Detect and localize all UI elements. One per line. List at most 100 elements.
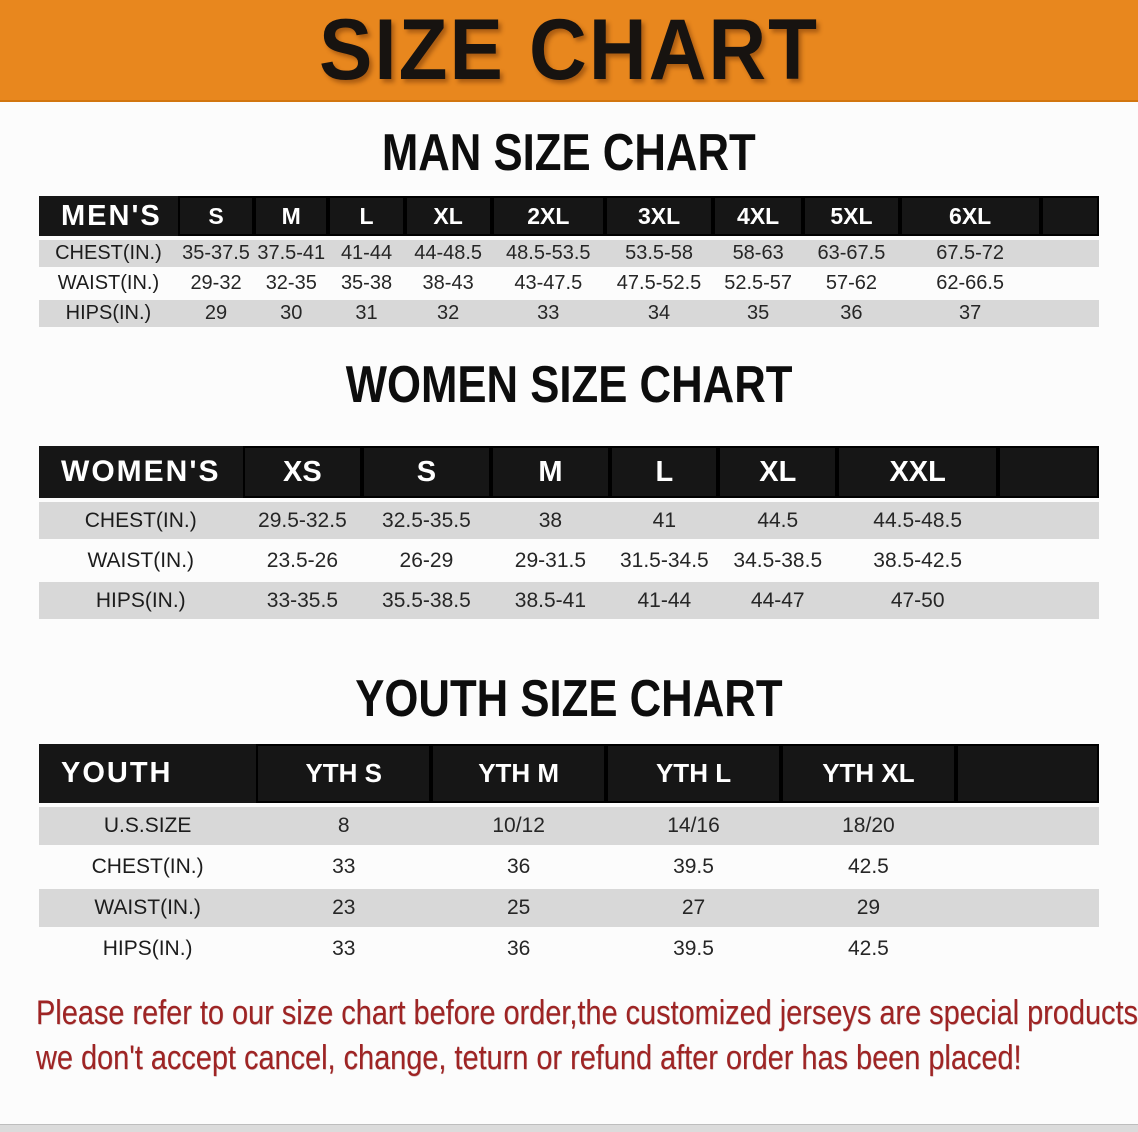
disclaimer-line-2: we don't accept cancel, change, teturn o… bbox=[36, 1039, 1022, 1077]
men-row-label-chest-in: CHEST(IN.) bbox=[39, 240, 178, 270]
men-row-filler bbox=[1040, 300, 1099, 330]
women-cell-hips-in-xs: 33-35.5 bbox=[242, 582, 363, 622]
youth-size-table-container: YOUTH YTH S YTH M YTH L YTH XL U.S.SIZE 8 10/12… bbox=[39, 744, 1099, 971]
men-column-header-2xl: 2XL bbox=[491, 196, 605, 240]
men-size-table: MEN'S S M L XL 2XL 3XL 4XL 5XL 6XL CHEST(IN.) 35-37… bbox=[39, 196, 1099, 330]
women-cell-waist-in-xl: 34.5-38.5 bbox=[718, 542, 838, 582]
men-table-header-row: MEN'S S M L XL 2XL 3XL 4XL 5XL 6XL bbox=[39, 196, 1099, 240]
men-cell-waist-in-3xl: 47.5-52.5 bbox=[604, 270, 714, 300]
women-row-filler bbox=[998, 582, 1099, 622]
men-column-header-xl: XL bbox=[404, 196, 492, 240]
women-table-row-waist-in: WAIST(IN.) 23.5-26 26-29 29-31.5 31.5-34.5 34… bbox=[39, 542, 1099, 582]
men-row-filler bbox=[1040, 240, 1099, 270]
men-cell-hips-in-6xl: 37 bbox=[899, 300, 1041, 330]
women-size-table: WOMEN'S XS S M L XL XXL CHEST(IN.) 29.5-32.5 32.5… bbox=[39, 446, 1099, 622]
disclaimer-line-1: Please refer to our size chart before or… bbox=[36, 994, 1138, 1032]
women-cell-hips-in-s: 35.5-38.5 bbox=[362, 582, 491, 622]
youth-row-filler bbox=[955, 807, 1099, 848]
youth-column-header-yth-l: YTH L bbox=[606, 744, 781, 807]
women-cell-waist-in-xs: 23.5-26 bbox=[242, 542, 363, 582]
women-section-title-text: WOMEN SIZE CHART bbox=[345, 354, 793, 414]
men-column-header-4xl: 4XL bbox=[713, 196, 804, 240]
women-row-filler bbox=[998, 502, 1099, 542]
men-size-table-container: MEN'S S M L XL 2XL 3XL 4XL 5XL 6XL CHEST(IN.) 35-37… bbox=[39, 196, 1099, 330]
youth-column-header-yth-m: YTH M bbox=[431, 744, 607, 807]
women-cell-hips-in-l: 41-44 bbox=[610, 582, 719, 622]
youth-cell-hips-in-yth-m: 36 bbox=[431, 930, 607, 971]
women-size-chart-section: WOMEN SIZE CHART WOMEN'S XS S M L XL XXL CHEST(… bbox=[0, 354, 1138, 622]
youth-cell-waist-in-yth-m: 25 bbox=[431, 889, 607, 930]
men-table-row-chest-in: CHEST(IN.) 35-37.5 37.5-41 41-44 44-48.5 48.5… bbox=[39, 240, 1099, 270]
men-cell-chest-in-xl: 44-48.5 bbox=[404, 240, 492, 270]
youth-table-row-u-s-size: U.S.SIZE 8 10/12 14/16 18/20 bbox=[39, 807, 1099, 848]
women-cell-chest-in-xs: 29.5-32.5 bbox=[242, 502, 363, 542]
youth-row-label-u-s-size: U.S.SIZE bbox=[39, 807, 257, 848]
men-cell-waist-in-4xl: 52.5-57 bbox=[713, 270, 804, 300]
men-cell-hips-in-2xl: 33 bbox=[491, 300, 605, 330]
youth-table-header-row: YOUTH YTH S YTH M YTH L YTH XL bbox=[39, 744, 1099, 807]
men-cell-hips-in-m: 30 bbox=[254, 300, 329, 330]
men-row-filler bbox=[1040, 270, 1099, 300]
youth-table-row-chest-in: CHEST(IN.) 33 36 39.5 42.5 bbox=[39, 848, 1099, 889]
banner-title: SIZE CHART bbox=[319, 1, 819, 98]
men-row-label-waist-in: WAIST(IN.) bbox=[39, 270, 178, 300]
men-cell-waist-in-l: 35-38 bbox=[328, 270, 405, 300]
women-header-filler bbox=[998, 446, 1099, 502]
men-cell-waist-in-s: 29-32 bbox=[177, 270, 255, 300]
men-cell-chest-in-3xl: 53.5-58 bbox=[604, 240, 714, 270]
youth-row-label-hips-in: HIPS(IN.) bbox=[39, 930, 257, 971]
youth-cell-u-s-size-yth-xl: 18/20 bbox=[780, 807, 956, 848]
men-cell-hips-in-s: 29 bbox=[177, 300, 255, 330]
men-section-title: MAN SIZE CHART bbox=[0, 122, 1138, 182]
youth-size-table: YOUTH YTH S YTH M YTH L YTH XL U.S.SIZE 8 10/12… bbox=[39, 744, 1099, 971]
women-cell-waist-in-m: 29-31.5 bbox=[490, 542, 611, 582]
women-row-label-hips-in: HIPS(IN.) bbox=[39, 582, 243, 622]
size-chart-banner: SIZE CHART bbox=[0, 0, 1138, 102]
men-cell-waist-in-2xl: 43-47.5 bbox=[491, 270, 605, 300]
women-row-label-waist-in: WAIST(IN.) bbox=[39, 542, 243, 582]
youth-cell-u-s-size-yth-s: 8 bbox=[256, 807, 432, 848]
men-column-header-6xl: 6XL bbox=[899, 196, 1041, 240]
women-column-header-xxl: XXL bbox=[837, 446, 999, 502]
women-cell-waist-in-l: 31.5-34.5 bbox=[610, 542, 719, 582]
men-cell-chest-in-m: 37.5-41 bbox=[254, 240, 329, 270]
women-cell-chest-in-m: 38 bbox=[490, 502, 611, 542]
women-column-header-xs: XS bbox=[242, 446, 363, 502]
men-cell-waist-in-xl: 38-43 bbox=[404, 270, 492, 300]
youth-cell-hips-in-yth-s: 33 bbox=[256, 930, 432, 971]
youth-column-header-yth-s: YTH S bbox=[256, 744, 432, 807]
men-cell-hips-in-3xl: 34 bbox=[604, 300, 714, 330]
bottom-edge-strip bbox=[0, 1124, 1138, 1132]
women-cell-chest-in-l: 41 bbox=[610, 502, 719, 542]
youth-column-header-yth-xl: YTH XL bbox=[780, 744, 956, 807]
youth-cell-chest-in-yth-l: 39.5 bbox=[606, 848, 781, 889]
men-cell-chest-in-5xl: 63-67.5 bbox=[803, 240, 900, 270]
women-cell-chest-in-xxl: 44.5-48.5 bbox=[837, 502, 999, 542]
youth-section-title: YOUTH SIZE CHART bbox=[0, 668, 1138, 728]
women-cell-chest-in-s: 32.5-35.5 bbox=[362, 502, 491, 542]
youth-cell-waist-in-yth-xl: 29 bbox=[780, 889, 956, 930]
men-section-title-text: MAN SIZE CHART bbox=[382, 122, 756, 182]
women-column-header-m: M bbox=[490, 446, 611, 502]
youth-cell-waist-in-yth-s: 23 bbox=[256, 889, 432, 930]
men-table-row-hips-in: HIPS(IN.) 29 30 31 32 33 34 35 36 37 bbox=[39, 300, 1099, 330]
youth-section-title-text: YOUTH SIZE CHART bbox=[355, 668, 783, 728]
women-row-filler bbox=[998, 542, 1099, 582]
youth-cell-u-s-size-yth-m: 10/12 bbox=[431, 807, 607, 848]
youth-table-corner-label: YOUTH bbox=[39, 744, 257, 807]
youth-row-filler bbox=[955, 848, 1099, 889]
men-cell-hips-in-xl: 32 bbox=[404, 300, 492, 330]
women-section-title: WOMEN SIZE CHART bbox=[0, 354, 1138, 414]
women-column-header-s: S bbox=[362, 446, 491, 502]
women-cell-hips-in-m: 38.5-41 bbox=[490, 582, 611, 622]
men-cell-hips-in-5xl: 36 bbox=[803, 300, 900, 330]
youth-row-filler bbox=[955, 930, 1099, 971]
men-cell-hips-in-l: 31 bbox=[328, 300, 405, 330]
men-cell-chest-in-4xl: 58-63 bbox=[713, 240, 804, 270]
men-cell-chest-in-s: 35-37.5 bbox=[177, 240, 255, 270]
youth-header-filler bbox=[955, 744, 1099, 807]
youth-cell-chest-in-yth-m: 36 bbox=[431, 848, 607, 889]
disclaimer-note: Please refer to our size chart before or… bbox=[36, 991, 1138, 1081]
men-column-header-5xl: 5XL bbox=[803, 196, 900, 240]
men-table-corner-label: MEN'S bbox=[39, 196, 178, 240]
